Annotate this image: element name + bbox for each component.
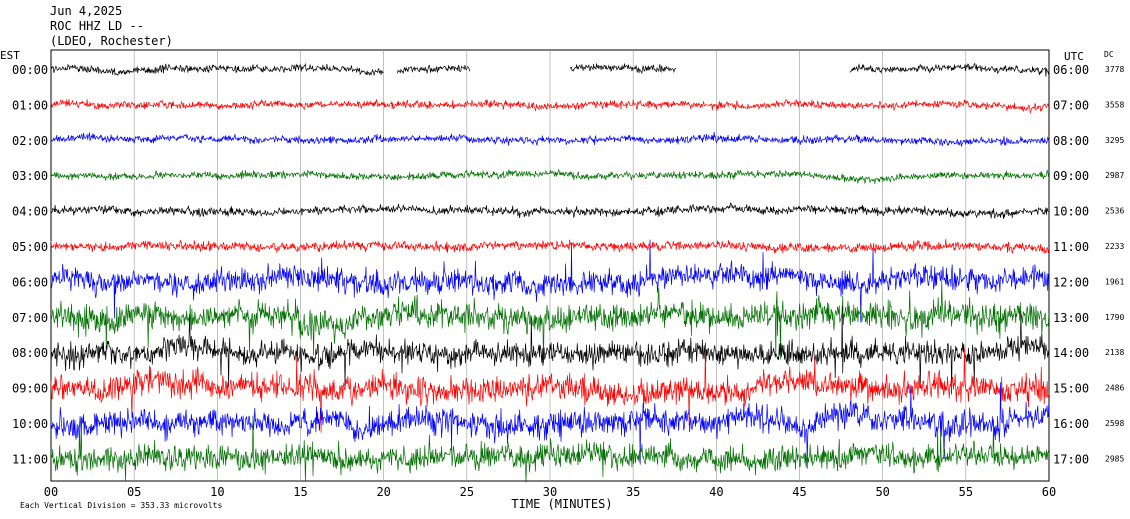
x-tick-label: 00 bbox=[44, 485, 58, 499]
dc-offset-value: 1790 bbox=[1105, 313, 1124, 322]
utc-hour-label: 08:00 bbox=[1053, 134, 1089, 148]
est-hour-label: 09:00 bbox=[12, 382, 48, 396]
header-date: Jun 4,2025 bbox=[50, 4, 123, 18]
x-tick-label: 20 bbox=[376, 485, 390, 499]
x-tick-label: 35 bbox=[626, 485, 640, 499]
dc-label: DC bbox=[1104, 50, 1114, 59]
seismic-trace bbox=[50, 202, 1049, 219]
utc-hour-label: 13:00 bbox=[1053, 311, 1089, 325]
est-axis-label: EST bbox=[0, 49, 20, 62]
dc-offset-value: 2536 bbox=[1105, 207, 1124, 216]
seismic-trace bbox=[50, 415, 1050, 483]
seismic-trace bbox=[50, 382, 1050, 469]
x-tick-label: 15 bbox=[293, 485, 307, 499]
est-hour-label: 00:00 bbox=[12, 63, 48, 77]
x-tick-label: 50 bbox=[875, 485, 889, 499]
x-tick-label: 10 bbox=[210, 485, 224, 499]
est-hour-label: 11:00 bbox=[12, 452, 48, 466]
header-network: (LDEO, Rochester) bbox=[50, 34, 173, 48]
x-tick-label: 55 bbox=[959, 485, 973, 499]
seismic-trace bbox=[50, 344, 1050, 433]
utc-hour-label: 07:00 bbox=[1053, 98, 1089, 112]
est-hour-label: 07:00 bbox=[12, 311, 48, 325]
est-hour-label: 04:00 bbox=[12, 205, 48, 219]
x-tick-label: 40 bbox=[709, 485, 723, 499]
utc-hour-label: 12:00 bbox=[1053, 275, 1089, 289]
dc-offset-value: 2987 bbox=[1105, 171, 1124, 180]
dc-offset-value: 2985 bbox=[1105, 454, 1124, 463]
dc-offset-value: 3778 bbox=[1105, 65, 1124, 74]
est-hour-label: 05:00 bbox=[12, 240, 48, 254]
x-axis-title: TIME (MINUTES) bbox=[511, 497, 612, 511]
est-hour-label: 06:00 bbox=[12, 275, 48, 289]
utc-axis-label: UTC bbox=[1064, 50, 1084, 63]
seismic-trace bbox=[50, 239, 1050, 254]
x-tick-label: 30 bbox=[543, 485, 557, 499]
utc-hour-label: 11:00 bbox=[1053, 240, 1089, 254]
utc-hour-label: 17:00 bbox=[1053, 452, 1089, 466]
utc-hour-label: 10:00 bbox=[1053, 205, 1089, 219]
seismic-trace bbox=[50, 131, 1050, 147]
est-hour-label: 01:00 bbox=[12, 98, 48, 112]
utc-hour-label: 09:00 bbox=[1053, 169, 1089, 183]
seismic-trace bbox=[50, 239, 1050, 323]
vertical-division-note: Each Vertical Division = 353.33 microvol… bbox=[20, 501, 222, 510]
utc-hour-label: 06:00 bbox=[1053, 63, 1089, 77]
header-station: ROC HHZ LD -- bbox=[50, 19, 144, 33]
seismic-trace bbox=[50, 98, 1050, 114]
x-tick-label: 25 bbox=[460, 485, 474, 499]
dc-offset-value: 2486 bbox=[1105, 384, 1124, 393]
utc-hour-label: 16:00 bbox=[1053, 417, 1089, 431]
seismic-trace bbox=[50, 62, 1050, 77]
x-tick-label: 45 bbox=[792, 485, 806, 499]
dc-offset-value: 1961 bbox=[1105, 277, 1124, 286]
utc-hour-label: 14:00 bbox=[1053, 346, 1089, 360]
dc-offset-value: 3558 bbox=[1105, 100, 1124, 109]
dc-offset-value: 2233 bbox=[1105, 242, 1124, 251]
est-hour-label: 02:00 bbox=[12, 134, 48, 148]
seismic-trace bbox=[50, 280, 1050, 364]
seismic-trace bbox=[50, 168, 1050, 185]
dc-offset-value: 3295 bbox=[1105, 136, 1124, 145]
seismic-trace bbox=[50, 305, 1050, 395]
dc-offset-value: 2598 bbox=[1105, 419, 1124, 428]
x-tick-label: 60 bbox=[1042, 485, 1056, 499]
est-hour-label: 10:00 bbox=[12, 417, 48, 431]
est-hour-label: 08:00 bbox=[12, 346, 48, 360]
dc-offset-value: 2138 bbox=[1105, 348, 1124, 357]
x-tick-label: 05 bbox=[127, 485, 141, 499]
est-hour-label: 03:00 bbox=[12, 169, 48, 183]
utc-hour-label: 15:00 bbox=[1053, 382, 1089, 396]
